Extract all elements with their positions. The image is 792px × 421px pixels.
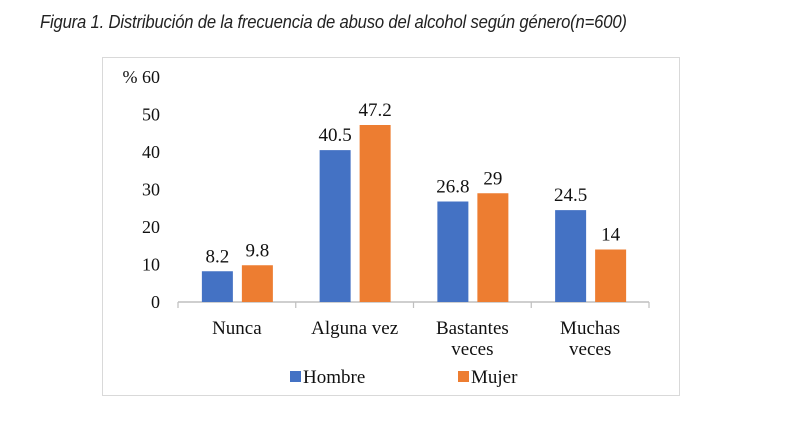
y-tick-label: 20 (142, 217, 160, 237)
chart-frame (102, 57, 680, 396)
figure-title: Figura 1. Distribución de la frecuencia … (40, 11, 627, 32)
legend-label-mujer: Mujer (471, 367, 518, 388)
data-label: 9.8 (246, 240, 270, 261)
bar-mujer (477, 193, 509, 302)
y-tick-label: 10 (142, 255, 160, 275)
y-tick-label: 40 (142, 142, 160, 162)
data-label: 26.8 (436, 177, 469, 198)
data-label: 47.2 (359, 100, 392, 121)
data-label: 40.5 (319, 125, 352, 146)
bar-hombre (555, 210, 587, 302)
legend-swatch-hombre (290, 371, 301, 382)
bar-mujer (241, 265, 273, 302)
x-tick-label: Bastantes (436, 318, 509, 339)
data-label: 29 (483, 168, 502, 189)
y-tick-label: % 60 (123, 67, 161, 87)
bar-hombre (319, 150, 351, 302)
bar-mujer (359, 125, 391, 302)
x-tick-label: Muchas (560, 318, 620, 339)
bar-hombre (437, 201, 469, 302)
y-tick-label: 0 (151, 292, 160, 312)
y-tick-label: 30 (142, 180, 160, 200)
legend-swatch-mujer (458, 371, 469, 382)
y-tick-label: 50 (142, 105, 160, 125)
x-tick-label: veces (569, 339, 611, 360)
data-label: 24.5 (554, 185, 587, 206)
x-tick-label: veces (451, 339, 493, 360)
bar-mujer (595, 249, 627, 302)
bar-hombre (201, 271, 233, 302)
x-tick-label: Alguna vez (311, 318, 398, 339)
legend-label-hombre: Hombre (303, 367, 365, 388)
data-label: 14 (601, 225, 621, 246)
x-tick-label: Nunca (212, 318, 262, 339)
data-label: 8.2 (206, 246, 230, 267)
